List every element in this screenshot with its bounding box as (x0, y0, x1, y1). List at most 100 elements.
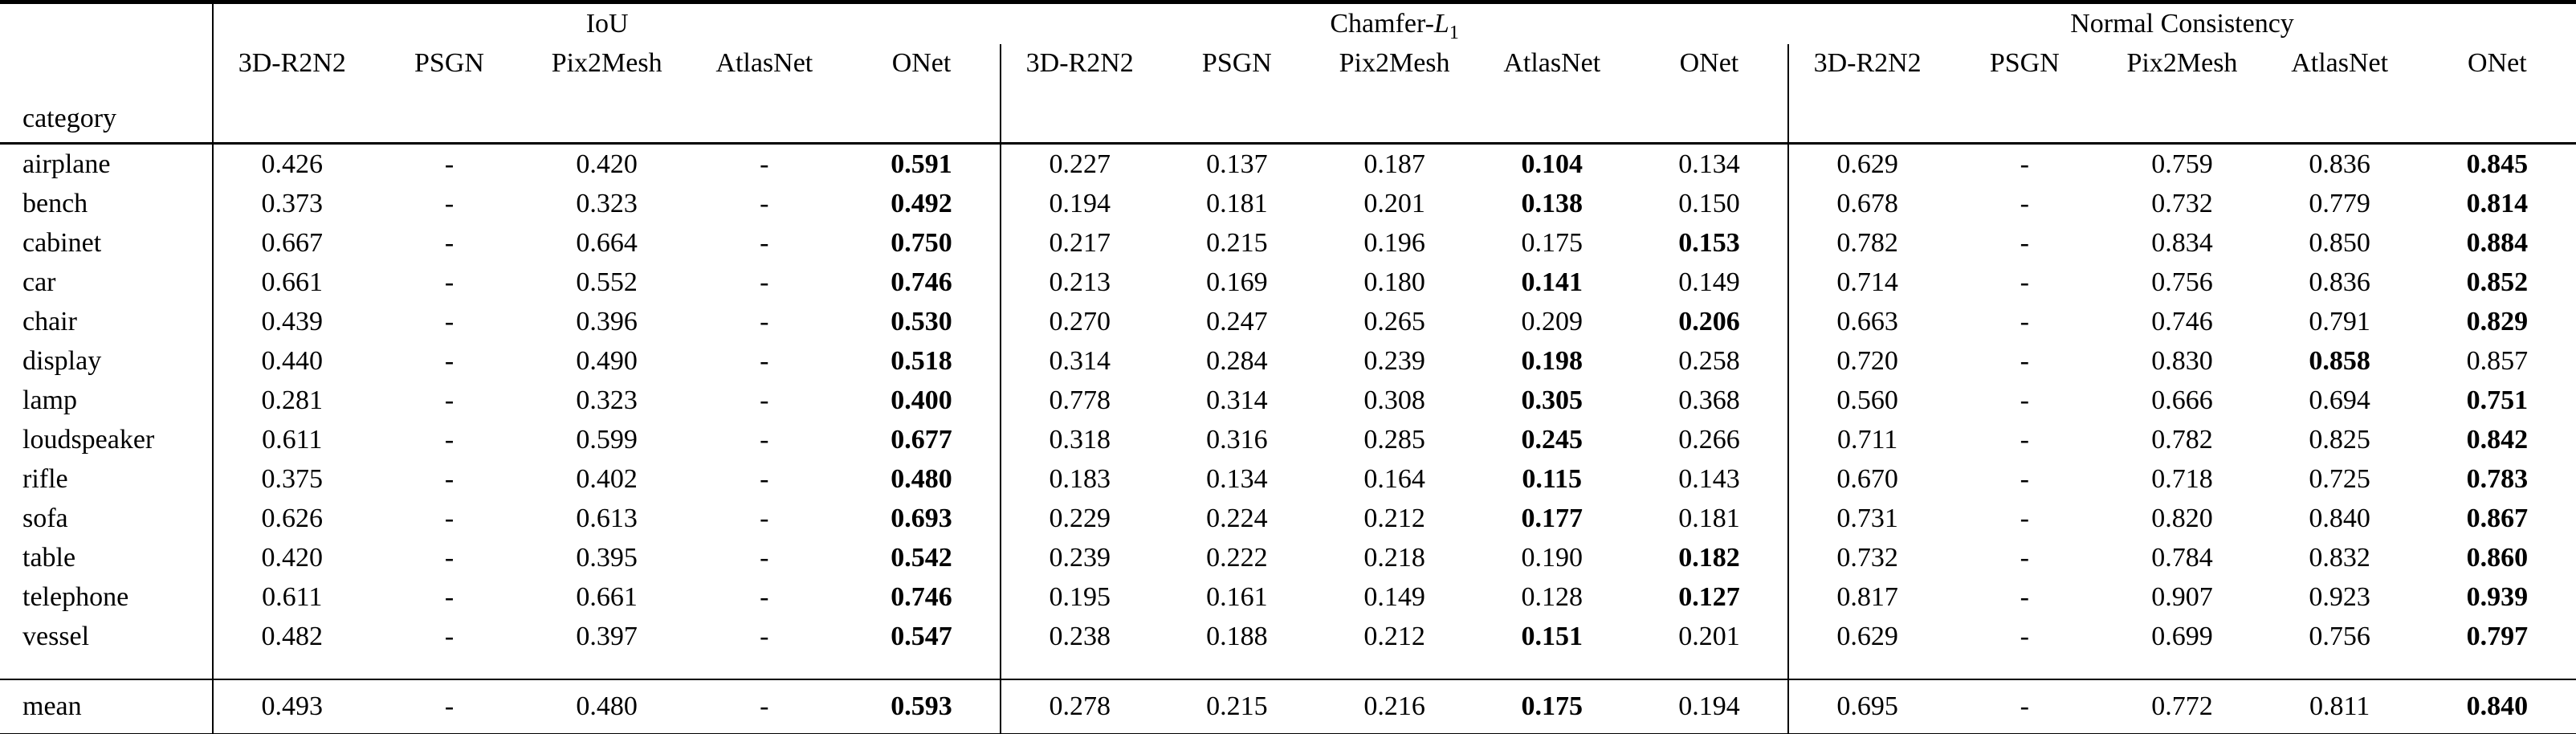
column-header-onet: ONet (1679, 48, 1739, 78)
value-cell-normal-psgn: - (2020, 581, 2029, 612)
group-header-row: IoU Chamfer-L1 Normal Consistency (0, 2, 2576, 45)
value-cell-chamfer-onet: 0.143 (1678, 463, 1740, 494)
value-cell-normal-pix2mesh: 0.772 (2103, 679, 2261, 734)
value-cell-iou-psgn: - (444, 621, 454, 651)
table-body: airplane 0.426 - 0.420 - 0.591 0.227 0.137 0.187… (0, 143, 2576, 679)
value-cell-iou-psgn: - (444, 542, 454, 573)
category-label-row: category (0, 83, 2576, 145)
value-cell-iou-atlasnet: - (760, 424, 769, 455)
value-cell-normal-psgn: - (1946, 679, 2104, 734)
value-cell-iou-atlasnet: - (760, 306, 769, 336)
value-cell-normal-psgn: - (2020, 385, 2029, 415)
value-cell-chamfer-3d-r2n2: 0.217 (1000, 223, 1159, 263)
value-cell-iou-pix2mesh: 0.552 (576, 267, 638, 297)
value-cell-normal-psgn: - (2020, 345, 2029, 376)
header-filler-cell (2418, 83, 2576, 145)
value-cell-chamfer-onet: 0.134 (1678, 149, 1740, 179)
value-cell-normal-3d-r2n2: 0.695 (1787, 679, 1946, 734)
value-cell-chamfer-onet: 0.153 (1678, 227, 1740, 258)
value-cell-chamfer-psgn: 0.247 (1206, 306, 1268, 336)
value-cell-chamfer-onet: 0.194 (1630, 679, 1789, 734)
value-cell-normal-pix2mesh: 0.907 (2151, 581, 2213, 612)
corner-cell (0, 2, 214, 44)
value-cell-normal-pix2mesh: 0.699 (2151, 621, 2213, 651)
value-cell-chamfer-pix2mesh: 0.201 (1363, 188, 1425, 218)
table-row: sofa 0.626 - 0.613 - 0.693 0.229 0.224 0.212 0.17… (0, 499, 2576, 538)
value-cell-normal-3d-r2n2: 0.714 (1787, 263, 1946, 302)
value-cell-normal-onet: 0.939 (2466, 581, 2529, 612)
value-cell-iou-pix2mesh: 0.420 (576, 149, 638, 179)
value-cell-iou-psgn: - (444, 227, 454, 258)
value-cell-iou-onet: 0.591 (891, 149, 952, 179)
value-cell-normal-pix2mesh: 0.782 (2151, 424, 2213, 455)
value-cell-iou-psgn: - (444, 385, 454, 415)
value-cell-normal-onet: 0.783 (2466, 463, 2529, 494)
value-cell-iou-psgn: - (444, 345, 454, 376)
table-row: display 0.440 - 0.490 - 0.518 0.314 0.284 0.239 0… (0, 341, 2576, 381)
value-cell-chamfer-pix2mesh: 0.308 (1363, 385, 1425, 415)
value-cell-normal-atlasnet: 0.836 (2309, 267, 2370, 297)
value-cell-chamfer-psgn: 0.215 (1206, 227, 1268, 258)
value-cell-iou-pix2mesh: 0.480 (528, 679, 686, 734)
value-cell-iou-atlasnet: - (760, 267, 769, 297)
value-cell-chamfer-pix2mesh: 0.212 (1363, 503, 1425, 533)
value-cell-iou-onet: 0.480 (891, 463, 952, 494)
chamfer-label-subscript: 1 (1449, 22, 1459, 43)
value-cell-iou-atlasnet: - (685, 679, 843, 734)
value-cell-iou-onet: 0.518 (891, 345, 952, 376)
value-cell-chamfer-pix2mesh: 0.285 (1363, 424, 1425, 455)
value-cell-chamfer-3d-r2n2: 0.239 (1000, 538, 1159, 577)
category-cell: lamp (0, 381, 214, 420)
value-cell-chamfer-pix2mesh: 0.218 (1363, 542, 1425, 573)
value-cell-normal-3d-r2n2: 0.670 (1787, 459, 1946, 499)
category-cell: display (0, 341, 214, 381)
value-cell-normal-onet: 0.840 (2418, 679, 2576, 734)
category-cell: cabinet (0, 223, 214, 263)
value-cell-chamfer-3d-r2n2: 0.238 (1000, 617, 1159, 679)
value-cell-chamfer-atlasnet: 0.175 (1521, 227, 1583, 258)
value-cell-chamfer-pix2mesh: 0.239 (1363, 345, 1425, 376)
value-cell-chamfer-3d-r2n2: 0.229 (1000, 499, 1159, 538)
value-cell-chamfer-psgn: 0.169 (1206, 267, 1268, 297)
category-label: category (0, 83, 214, 145)
value-cell-chamfer-onet: 0.368 (1678, 385, 1740, 415)
category-cell: rifle (0, 459, 214, 499)
value-cell-chamfer-3d-r2n2: 0.227 (1000, 143, 1159, 184)
value-cell-chamfer-atlasnet: 0.305 (1521, 385, 1583, 415)
column-header-3d-r2n2: 3D-R2N2 (1000, 44, 1159, 83)
value-cell-normal-pix2mesh: 0.718 (2151, 463, 2213, 494)
value-cell-normal-pix2mesh: 0.732 (2151, 188, 2213, 218)
value-cell-normal-atlasnet: 0.694 (2309, 385, 2370, 415)
value-cell-chamfer-psgn: 0.222 (1206, 542, 1268, 573)
value-cell-iou-psgn: - (444, 581, 454, 612)
value-cell-normal-onet: 0.797 (2466, 621, 2529, 651)
value-cell-chamfer-psgn: 0.224 (1206, 503, 1268, 533)
value-cell-iou-psgn: - (444, 463, 454, 494)
value-cell-chamfer-pix2mesh: 0.196 (1363, 227, 1425, 258)
column-header-3d-r2n2: 3D-R2N2 (238, 48, 346, 78)
value-cell-iou-psgn: - (444, 188, 454, 218)
column-header-psgn: PSGN (414, 48, 484, 78)
header-filler-cell (370, 83, 528, 145)
value-cell-normal-psgn: - (2020, 463, 2029, 494)
value-cell-chamfer-pix2mesh: 0.164 (1363, 463, 1425, 494)
value-cell-chamfer-psgn: 0.284 (1206, 345, 1268, 376)
chamfer-label-prefix: Chamfer- (1330, 9, 1434, 39)
value-cell-chamfer-atlasnet: 0.175 (1473, 679, 1631, 734)
header-filler-cell (2103, 83, 2261, 145)
value-cell-chamfer-pix2mesh: 0.180 (1363, 267, 1425, 297)
header-filler-cell (685, 83, 843, 145)
value-cell-chamfer-onet: 0.266 (1678, 424, 1740, 455)
value-cell-normal-psgn: - (2020, 267, 2029, 297)
group-title-chamfer-l1: Chamfer-L1 (1001, 2, 1788, 45)
value-cell-iou-onet: 0.677 (891, 424, 952, 455)
column-header-pix2mesh: Pix2Mesh (1339, 48, 1450, 78)
value-cell-normal-psgn: - (2020, 188, 2029, 218)
value-cell-normal-atlasnet: 0.825 (2309, 424, 2370, 455)
value-cell-normal-3d-r2n2: 0.629 (1787, 617, 1946, 679)
value-cell-iou-pix2mesh: 0.599 (576, 424, 638, 455)
column-header-3d-r2n2: 3D-R2N2 (1787, 44, 1946, 83)
value-cell-chamfer-atlasnet: 0.198 (1521, 345, 1583, 376)
category-cell: airplane (0, 143, 214, 184)
